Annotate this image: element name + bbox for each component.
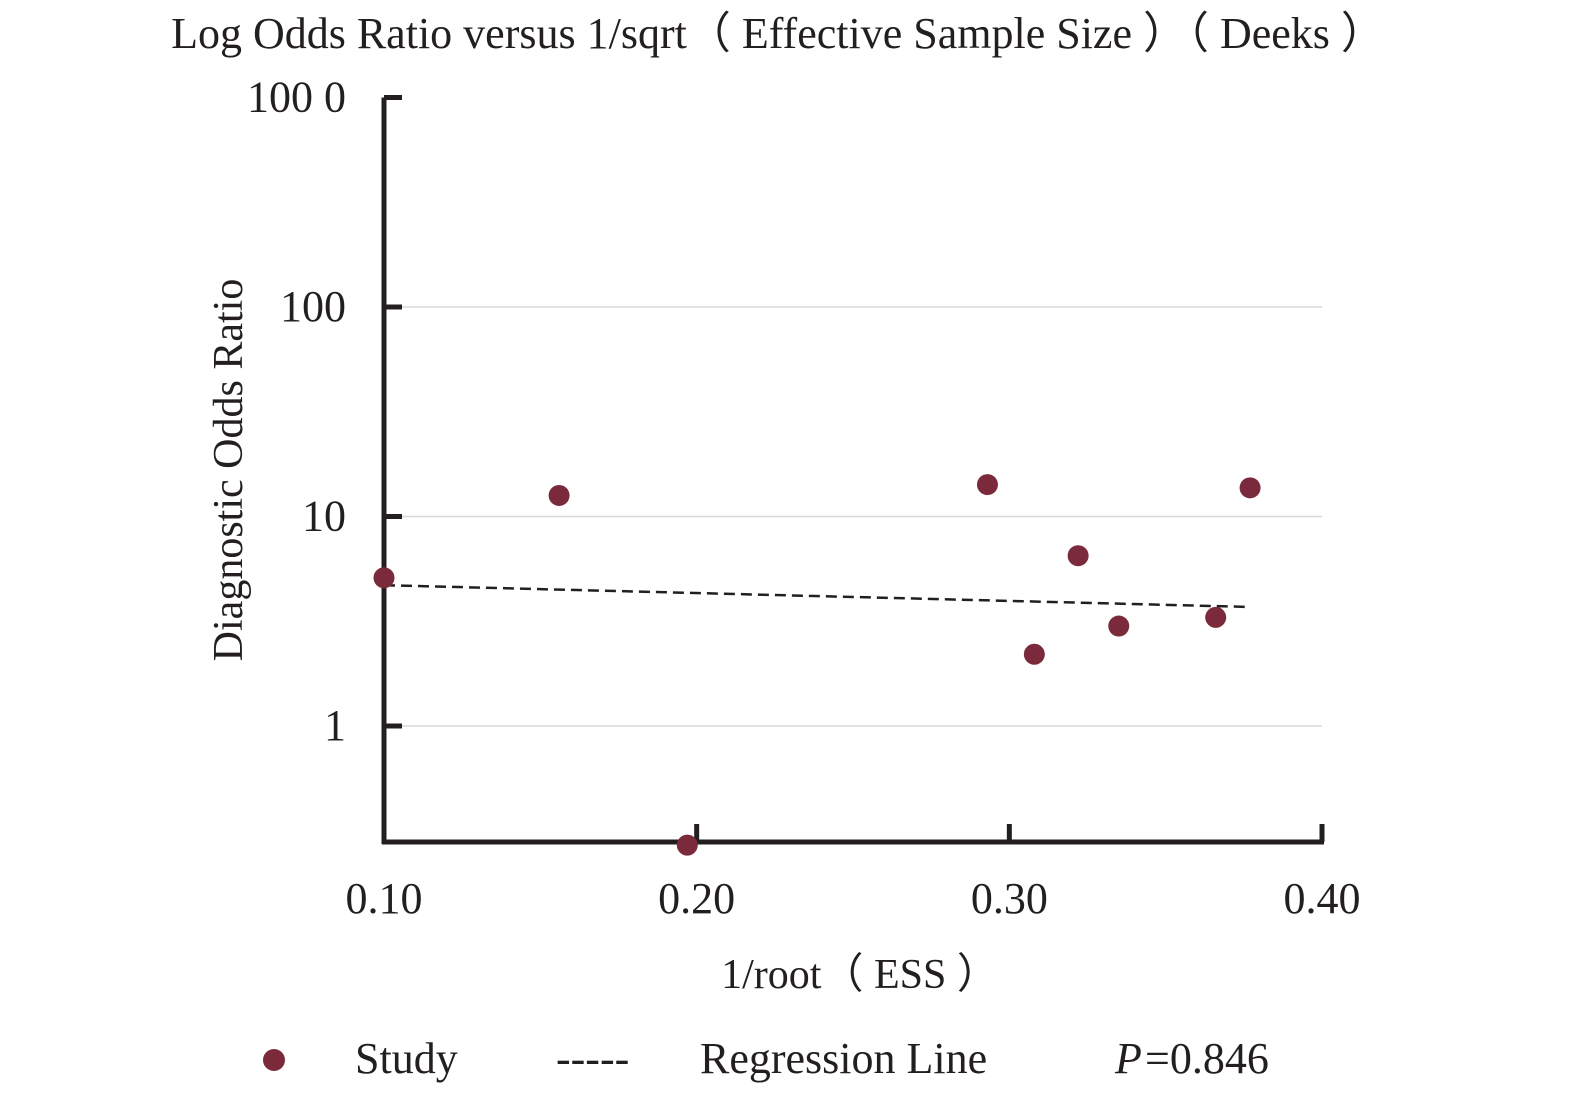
y-tick-label: 100 xyxy=(280,282,346,331)
study-point xyxy=(676,834,698,856)
x-tick-label: 0.30 xyxy=(971,874,1048,923)
legend-regression-label: Regression Line xyxy=(700,1034,987,1083)
study-point xyxy=(1023,643,1045,665)
study-points xyxy=(373,474,1261,856)
x-tick-label: 0.10 xyxy=(346,874,423,923)
axes xyxy=(381,95,1325,845)
grid-lines xyxy=(384,306,1322,727)
legend-p-label: P xyxy=(1114,1034,1142,1083)
regression-line-layer xyxy=(383,583,1251,609)
legend-study-label: Study xyxy=(355,1034,458,1083)
study-point xyxy=(976,474,998,496)
x-axis-label: 1/root（ ESS ） xyxy=(721,952,999,998)
study-point xyxy=(1108,615,1130,637)
tick-labels: 1 10 100 100 0 0.10 0.20 0.30 0.40 xyxy=(247,73,1361,924)
study-point xyxy=(1239,477,1261,499)
study-point xyxy=(548,484,570,506)
x-tick-label: 0.20 xyxy=(658,874,735,923)
legend-study-marker xyxy=(263,1049,285,1071)
study-point xyxy=(1205,606,1227,628)
y-axis-label: Diagnostic Odds Ratio xyxy=(206,279,252,662)
y-tick-label: 100 0 xyxy=(247,73,346,122)
regression-line xyxy=(383,583,1251,609)
legend-regression-marker: ----- xyxy=(556,1034,629,1083)
study-point xyxy=(1067,545,1089,567)
legend-p-value: =0.846 xyxy=(1145,1034,1269,1083)
chart-title: Log Odds Ratio versus 1/sqrt（ Effective … xyxy=(171,9,1385,58)
study-point xyxy=(373,567,395,589)
x-tick-label: 0.40 xyxy=(1284,874,1361,923)
y-tick-label: 10 xyxy=(302,492,346,541)
y-tick-label: 1 xyxy=(324,701,346,750)
legend: Study ----- Regression Line P =0.846 xyxy=(263,1034,1269,1083)
